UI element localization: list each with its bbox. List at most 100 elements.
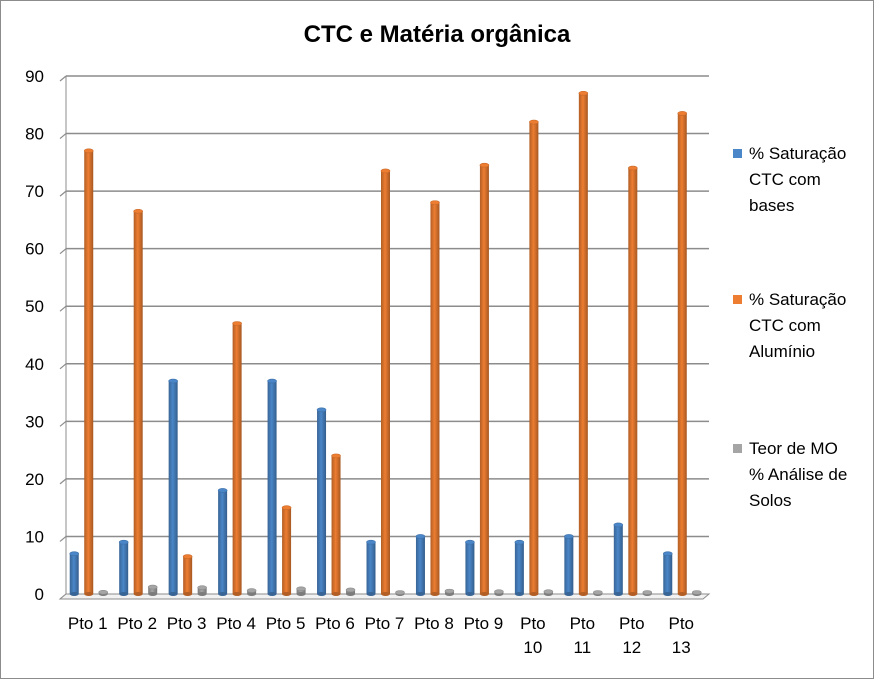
bar-series-1-pto-8 <box>415 536 425 594</box>
bar-base-cap <box>197 592 207 596</box>
bar-top-cap <box>366 539 376 545</box>
gridline-depth <box>59 363 67 370</box>
bar-top-cap <box>514 539 525 545</box>
x-tick-label: Pto 8 <box>414 614 454 633</box>
bar-base-cap <box>663 592 673 596</box>
bar-base-cap <box>218 592 228 596</box>
bar-base-cap <box>529 592 539 596</box>
bar-top-cap <box>246 588 257 593</box>
bar-top-cap <box>182 554 193 559</box>
bar-base-cap <box>381 592 390 596</box>
bar-base-cap <box>479 592 489 596</box>
bar-series-2-pto-10 <box>529 122 539 595</box>
gridline-depth <box>59 190 67 197</box>
x-tick-label: Pto 2 <box>117 614 157 633</box>
bar-base-cap <box>514 592 524 596</box>
x-tick-label: Pto <box>669 614 695 633</box>
bar-base-cap <box>148 592 158 596</box>
bar-top-cap <box>395 590 405 595</box>
bar-base-cap <box>282 592 292 596</box>
bar-top-cap <box>529 119 539 125</box>
bar-series-1-pto-1 <box>69 553 79 594</box>
bar-series-1-pto-10 <box>514 542 524 594</box>
bar-base-cap <box>69 592 79 596</box>
gridline-depth <box>59 75 67 82</box>
bar-top-cap <box>147 584 158 590</box>
bar-top-cap <box>331 453 341 459</box>
bar-top-cap <box>232 321 242 326</box>
x-tick-label: 12 <box>622 638 641 657</box>
bar-series-2-pto-3 <box>183 556 193 594</box>
bar-series-1-pto-11 <box>564 536 574 594</box>
legend-label-3: % Análise de <box>749 465 847 484</box>
legend-label-1: bases <box>749 196 794 215</box>
bar-series-2-pto-13 <box>677 113 687 595</box>
bar-top-cap <box>281 505 292 510</box>
bar-series-1-pto-2 <box>119 542 129 594</box>
bar-base-cap <box>119 592 129 596</box>
legend-label-2: Alumínio <box>749 342 815 361</box>
legend-label-1: % Saturação <box>749 144 846 163</box>
y-tick-label: 30 <box>25 412 44 431</box>
x-tick-label: Pto 3 <box>167 614 207 633</box>
bar-series-3-pto-3 <box>197 587 207 594</box>
legend-label-1: CTC com <box>749 170 821 189</box>
bar-top-cap <box>642 590 653 595</box>
bar-series-2-pto-6 <box>331 455 341 594</box>
bar-top-cap <box>316 407 327 413</box>
chart-title: CTC e Matéria orgânica <box>303 21 571 48</box>
bar-base-cap <box>628 592 638 596</box>
bar-top-cap <box>613 522 624 528</box>
bar-top-cap <box>578 90 589 96</box>
bar-series-1-pto-12 <box>613 524 623 594</box>
bar-series-1-pto-4 <box>218 490 228 594</box>
x-tick-label: Pto <box>619 614 645 633</box>
legend-label-2: CTC com <box>749 316 821 335</box>
bar-top-cap <box>217 488 228 493</box>
x-tick-label: Pto 9 <box>464 614 504 633</box>
legend: % Saturação CTC com bases % Saturação CTC co… <box>733 144 847 510</box>
bar-series-2-pto-8 <box>430 202 440 594</box>
x-tick-label: Pto 6 <box>315 614 355 633</box>
bar-top-cap <box>593 590 603 595</box>
bar-series-1-pto-13 <box>663 553 673 594</box>
bar-base-cap <box>366 592 376 596</box>
bar-top-cap <box>296 586 306 592</box>
gridline-depth <box>59 420 67 427</box>
y-tick-label: 20 <box>25 470 44 489</box>
bar-series-2-pto-1 <box>84 150 94 595</box>
gridline-depth <box>59 305 67 312</box>
legend-label-3: Teor de MO <box>749 439 838 458</box>
bar-top-cap <box>564 534 574 539</box>
bar-base-cap <box>168 592 178 596</box>
bars-group <box>69 90 702 596</box>
bar-base-cap <box>84 592 94 596</box>
bar-top-cap <box>380 168 391 174</box>
x-tick-label: Pto 7 <box>365 614 405 633</box>
x-tick-label: Pto 4 <box>216 614 256 633</box>
bar-series-2-pto-12 <box>628 168 638 595</box>
gridline-depth <box>59 248 67 255</box>
x-tick-label: 11 <box>574 638 592 657</box>
bar-base-cap <box>415 592 425 596</box>
bar-base-cap <box>430 592 440 596</box>
legend-swatch-3 <box>733 444 742 453</box>
legend-swatch-2 <box>733 295 742 304</box>
y-tick-label: 0 <box>35 585 44 604</box>
bar-top-cap <box>479 162 490 168</box>
bar-top-cap <box>197 585 207 590</box>
bar-base-cap <box>331 592 341 596</box>
bar-top-cap <box>677 111 688 116</box>
bar-base-cap <box>232 592 242 596</box>
bar-series-2-pto-11 <box>578 93 588 595</box>
bar-top-cap <box>133 208 143 214</box>
bar-top-cap <box>430 200 440 205</box>
bar-top-cap <box>83 148 94 154</box>
x-tick-label: 10 <box>523 638 542 657</box>
bar-base-cap <box>465 592 475 596</box>
y-tick-label: 80 <box>25 125 44 144</box>
bar-top-cap <box>118 539 129 545</box>
bar-top-cap <box>345 587 356 593</box>
y-tick-label: 50 <box>25 297 44 316</box>
